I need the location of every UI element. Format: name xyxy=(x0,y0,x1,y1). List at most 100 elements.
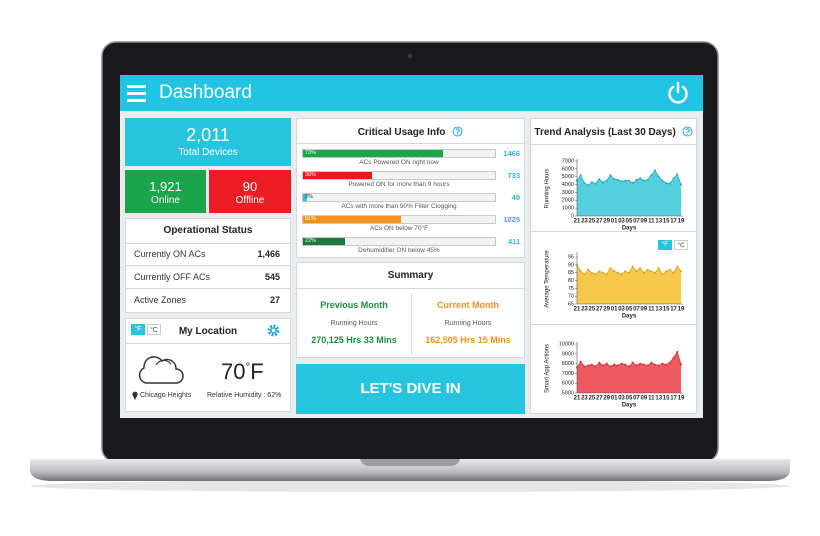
point xyxy=(579,360,582,363)
point xyxy=(661,362,664,365)
point xyxy=(620,362,623,365)
x-tick-label: 03 xyxy=(618,219,625,225)
caption: ACs with more than 90% Filter Clogging xyxy=(341,203,457,210)
count: 411 xyxy=(507,237,520,246)
count: 733 xyxy=(507,171,520,180)
bar-label: 2% xyxy=(305,194,313,200)
title-text: Critical Usage Info xyxy=(357,127,446,138)
point xyxy=(639,267,642,270)
x-tick-label: 27 xyxy=(596,307,603,313)
point xyxy=(616,271,619,274)
x-tick-label: 05 xyxy=(626,307,633,313)
x-tick-label: 07 xyxy=(633,307,640,313)
x-tick-label: 29 xyxy=(603,219,610,225)
x-tick-label: 27 xyxy=(596,219,603,225)
x-tick-label: 23 xyxy=(581,396,588,402)
y-tick-label: 9000 xyxy=(562,351,574,357)
y-tick-label: 5000 xyxy=(562,174,574,180)
panel-title: Summary xyxy=(387,270,434,281)
laptop-base xyxy=(30,459,790,481)
unit-toggle[interactable]: °F xyxy=(658,240,672,250)
x-tick-label: 05 xyxy=(626,219,633,225)
y-tick-label: 7000 xyxy=(562,158,574,164)
y-axis-label: Running Hours xyxy=(545,168,551,208)
summary-panel: Summary Previous Month Running Hours 270,1… xyxy=(296,262,525,358)
unit-toggle[interactable]: °F xyxy=(131,324,145,335)
city: Chicago Heights xyxy=(140,392,192,399)
point xyxy=(661,179,664,182)
point xyxy=(598,270,601,273)
point xyxy=(650,270,653,273)
point xyxy=(624,363,627,366)
unit-toggle[interactable]: °C xyxy=(674,240,688,250)
row-label: Currently ON ACs xyxy=(134,249,206,259)
point xyxy=(583,182,586,184)
point xyxy=(628,365,630,368)
y-tick-label: 85 xyxy=(568,270,574,276)
point xyxy=(609,365,612,368)
caption: ACs Powered ON right now xyxy=(359,159,439,166)
point xyxy=(654,363,656,366)
y-tick-label: 0 xyxy=(571,213,574,219)
pin-icon xyxy=(132,391,138,400)
point xyxy=(650,174,653,177)
divider xyxy=(126,343,290,344)
unit-toggle[interactable]: °C xyxy=(147,324,161,335)
y-tick-label: 4000 xyxy=(562,182,574,188)
point xyxy=(680,270,682,273)
menu-icon[interactable] xyxy=(127,84,147,102)
point xyxy=(587,268,590,271)
x-tick-label: 29 xyxy=(603,307,610,313)
point xyxy=(635,178,638,181)
point xyxy=(668,182,671,185)
dive-in-button[interactable]: LET'S DIVE IN xyxy=(296,364,525,414)
point xyxy=(635,364,638,367)
point xyxy=(620,273,623,276)
offline-value: 90 xyxy=(242,179,258,194)
point xyxy=(646,178,649,181)
y-tick-label: 1000 xyxy=(562,206,574,212)
power-icon[interactable] xyxy=(666,81,690,105)
y-tick-label: 75 xyxy=(568,286,574,292)
point xyxy=(635,270,638,273)
x-tick-label: 11 xyxy=(648,219,655,225)
x-tick-label: 15 xyxy=(663,307,670,313)
x-tick-label: 25 xyxy=(589,396,596,402)
y-axis-label: Average Temperature xyxy=(545,250,551,308)
point xyxy=(665,363,668,366)
point xyxy=(613,270,616,273)
point xyxy=(654,169,656,172)
bar xyxy=(303,172,373,179)
status-row: Active Zones 27 xyxy=(126,289,290,312)
point xyxy=(602,271,604,274)
point xyxy=(665,270,668,273)
point xyxy=(579,174,582,177)
point xyxy=(605,179,608,182)
y-tick-label: 6000 xyxy=(562,381,574,387)
help-icon[interactable] xyxy=(452,126,463,137)
point xyxy=(668,361,671,364)
help-icon[interactable] xyxy=(682,126,693,137)
x-tick-label: 13 xyxy=(655,307,662,313)
y-tick-label: 70 xyxy=(568,294,574,300)
point xyxy=(594,273,597,276)
point xyxy=(583,365,586,368)
divider xyxy=(297,143,524,144)
x-axis-label: Days xyxy=(622,314,637,320)
divider xyxy=(531,144,696,145)
row-label: Active Zones xyxy=(134,295,187,305)
bar-track: 36% xyxy=(302,171,496,180)
point xyxy=(676,173,679,176)
x-tick-label: 09 xyxy=(641,219,648,225)
point xyxy=(639,177,642,180)
location-panel: °F °C My Location 70°F Chicago Heights R… xyxy=(125,318,291,412)
x-tick-label: 29 xyxy=(603,396,610,402)
point xyxy=(657,364,660,367)
bar-label: 51% xyxy=(305,216,317,222)
degree: ° xyxy=(245,359,251,374)
summary-heading: Previous Month xyxy=(320,300,388,310)
camera xyxy=(407,53,413,59)
settings-icon[interactable] xyxy=(267,324,280,337)
x-tick-label: 11 xyxy=(648,396,655,402)
